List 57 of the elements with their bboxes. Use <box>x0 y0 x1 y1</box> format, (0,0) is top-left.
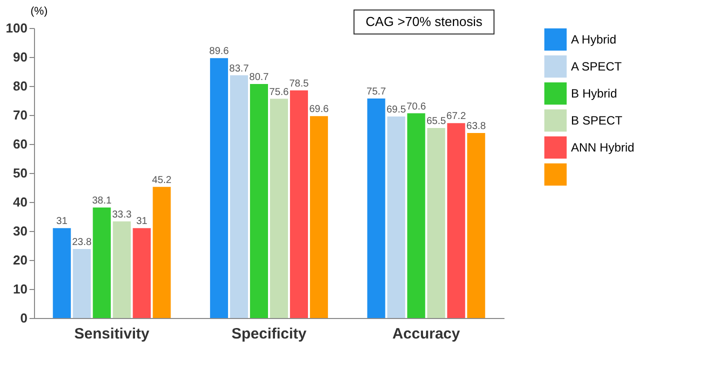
legend-label: ANN Hybrid <box>571 140 634 154</box>
x-tick-label: Accuracy <box>392 326 461 342</box>
data-label: 31 <box>136 216 148 228</box>
legend-label: B Hybrid <box>571 86 618 100</box>
data-label: 38.1 <box>92 196 112 207</box>
y-tick-label: 70 <box>13 108 28 122</box>
bar <box>467 132 486 318</box>
y-tick-label: 0 <box>20 310 28 326</box>
bar <box>387 116 406 318</box>
y-tick-label: 60 <box>13 136 28 152</box>
data-label: 31 <box>56 216 68 228</box>
data-label: 33.3 <box>112 209 132 220</box>
data-label: 23.8 <box>72 236 92 248</box>
data-label: 80.7 <box>249 72 270 83</box>
y-tick-label: 30 <box>13 224 28 238</box>
x-tick-label: Sensitivity <box>74 326 150 342</box>
data-label: 89.6 <box>209 46 230 58</box>
data-label: 65.5 <box>426 116 446 128</box>
y-tick-label: 40 <box>13 194 28 210</box>
data-label: 75.7 <box>366 86 386 98</box>
data-label: 69.5 <box>386 104 406 116</box>
data-label: 69.6 <box>309 104 330 116</box>
bar <box>310 116 328 318</box>
bar <box>407 113 426 318</box>
bar <box>427 128 446 318</box>
y-tick-label: 80 <box>13 78 28 94</box>
bar <box>290 90 308 318</box>
bar <box>270 98 288 318</box>
y-axis-title: (%) <box>30 6 48 18</box>
x-tick-label: Specificity <box>231 326 308 342</box>
bar <box>112 221 131 318</box>
legend-label: A SPECT <box>571 60 622 74</box>
bar <box>152 186 171 318</box>
bar <box>52 228 71 318</box>
data-label: 67.2 <box>446 111 466 122</box>
bar <box>210 58 228 318</box>
data-label: 83.7 <box>229 63 250 74</box>
data-label: 63.8 <box>466 120 486 132</box>
data-label: 70.6 <box>406 101 426 112</box>
y-tick-label: 20 <box>13 252 28 268</box>
bar <box>132 228 151 318</box>
legend-label: A Hybrid <box>571 32 616 46</box>
legend-label: B SPECT <box>571 114 624 128</box>
annotation: CAG >70% stenosis <box>366 14 483 29</box>
y-tick-label: 90 <box>13 50 28 64</box>
y-tick-label: 10 <box>13 282 28 296</box>
y-tick-label: 100 <box>6 20 28 36</box>
data-label: 75.6 <box>269 86 290 98</box>
bar <box>250 84 268 318</box>
bar <box>447 123 466 318</box>
data-label: 78.5 <box>289 78 310 90</box>
y-tick-label: 50 <box>13 166 28 180</box>
bar <box>367 98 386 318</box>
data-label: 45.2 <box>152 174 172 186</box>
bar <box>92 208 111 318</box>
bar <box>230 75 248 318</box>
bar <box>72 248 91 318</box>
